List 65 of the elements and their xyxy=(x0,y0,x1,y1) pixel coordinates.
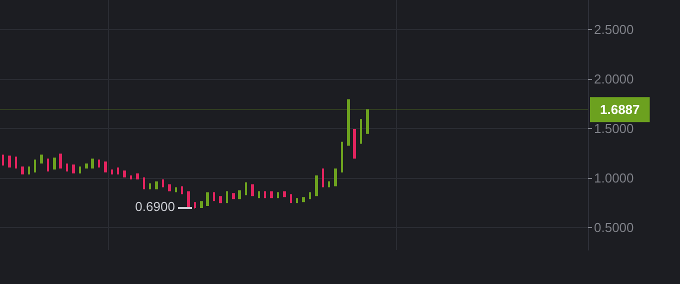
candlestick xyxy=(315,175,318,196)
candlestick xyxy=(40,154,43,164)
candlestick xyxy=(85,164,88,168)
candlestick xyxy=(34,160,36,172)
candlestick xyxy=(219,196,222,204)
candlestick xyxy=(290,194,292,204)
candlestick xyxy=(232,193,235,200)
candlestick xyxy=(79,166,81,174)
candlestick xyxy=(277,192,279,198)
candlestick xyxy=(206,192,209,206)
y-tick-label: 1.0000 xyxy=(594,170,634,186)
candlestick xyxy=(28,166,30,174)
annotation: 0.6900 xyxy=(135,199,175,214)
candlestick xyxy=(47,158,49,172)
candlestick xyxy=(136,173,139,180)
candlestick xyxy=(353,128,356,159)
candlestick xyxy=(104,162,107,172)
candlestick xyxy=(194,202,196,208)
candlestick xyxy=(264,191,266,198)
candlestick xyxy=(111,169,113,174)
candlestick xyxy=(258,191,260,198)
y-tick-label: 2.0000 xyxy=(594,72,634,87)
candlestick xyxy=(309,192,311,200)
candlestick xyxy=(8,156,11,168)
candlestick xyxy=(149,183,151,190)
candlestick xyxy=(187,191,190,208)
candlestick xyxy=(270,191,273,198)
y-tick-label: 0.5000 xyxy=(594,220,634,235)
candlestick xyxy=(341,142,343,172)
candlestick xyxy=(296,198,298,204)
candlestick xyxy=(283,191,286,198)
candlestick xyxy=(175,187,177,192)
candlestick xyxy=(91,158,94,168)
candlestick xyxy=(366,109,369,134)
ref-line-label: 1.6887 xyxy=(600,102,640,118)
candlestick xyxy=(238,190,241,200)
candlestick xyxy=(98,160,100,168)
candlestick xyxy=(53,158,56,170)
candlestick xyxy=(117,167,119,174)
candlestick xyxy=(302,197,305,202)
candlestick xyxy=(322,168,324,188)
candlestick xyxy=(162,179,164,188)
candlestick xyxy=(21,166,24,174)
candlestick xyxy=(72,164,75,174)
candlestick xyxy=(123,170,126,178)
candlestick xyxy=(200,201,203,208)
candlestick xyxy=(59,154,62,168)
candlestick xyxy=(168,184,171,192)
candlestick xyxy=(251,184,254,196)
candlestick xyxy=(143,177,145,190)
candlestick xyxy=(360,119,362,144)
candlestick xyxy=(181,186,183,194)
candlestick xyxy=(347,99,350,146)
candlestick xyxy=(245,182,247,196)
candlestick xyxy=(328,181,330,188)
candlestick xyxy=(66,164,68,172)
candlestick xyxy=(213,192,215,202)
candlestick xyxy=(15,156,17,168)
candlestick xyxy=(130,175,132,180)
candlestick xyxy=(226,191,228,204)
candlestick xyxy=(334,168,337,186)
y-tick-label: 1.5000 xyxy=(594,120,634,136)
y-tick-label: 2.5000 xyxy=(594,22,634,38)
candlestick xyxy=(2,154,4,166)
candlestick xyxy=(155,181,158,190)
